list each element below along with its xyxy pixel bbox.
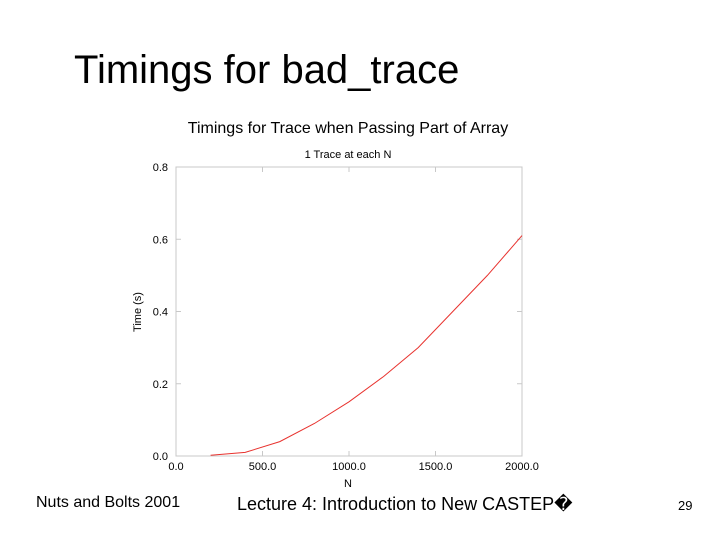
y-axis-label: Time (s) — [132, 292, 144, 332]
footer-left: Nuts and Bolts 2001 — [36, 494, 181, 511]
x-tick-label: 1000.0 — [332, 461, 366, 473]
footer-center: Lecture 4: Introduction to New CASTEP� — [237, 494, 573, 514]
series-layer — [210, 235, 523, 456]
x-tick-label: 1500.0 — [419, 461, 453, 473]
slide-title: Timings for bad_trace — [74, 48, 460, 92]
chart-subtitle: 1 Trace at each N — [305, 149, 392, 161]
y-tick-label: 0.8 — [153, 162, 168, 174]
page-number: 29 — [678, 498, 693, 513]
ticks-layer: 0.0 500.0 1000.0 1500.0 2000.0 0.0 0.2 0.4 0.6 0.… — [153, 162, 539, 473]
y-tick-label: 0.4 — [153, 307, 168, 319]
x-tick-label: 500.0 — [249, 461, 277, 473]
series-line — [210, 235, 523, 456]
y-tick-label: 0.6 — [153, 234, 168, 246]
x-tick-label: 2000.0 — [505, 461, 539, 473]
chart-title: Timings for Trace when Passing Part of A… — [188, 120, 508, 137]
plot-frame — [175, 166, 523, 457]
x-tick-label: 0.0 — [168, 461, 183, 473]
y-tick-label: 0.2 — [153, 379, 168, 391]
y-tick-label: 0.0 — [153, 451, 168, 463]
x-axis-label: N — [344, 478, 352, 490]
